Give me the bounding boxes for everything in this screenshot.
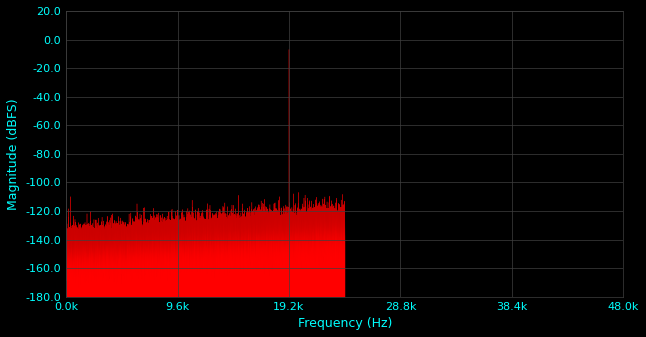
X-axis label: Frequency (Hz): Frequency (Hz) (298, 317, 392, 330)
Y-axis label: Magnitude (dBFS): Magnitude (dBFS) (7, 98, 20, 210)
